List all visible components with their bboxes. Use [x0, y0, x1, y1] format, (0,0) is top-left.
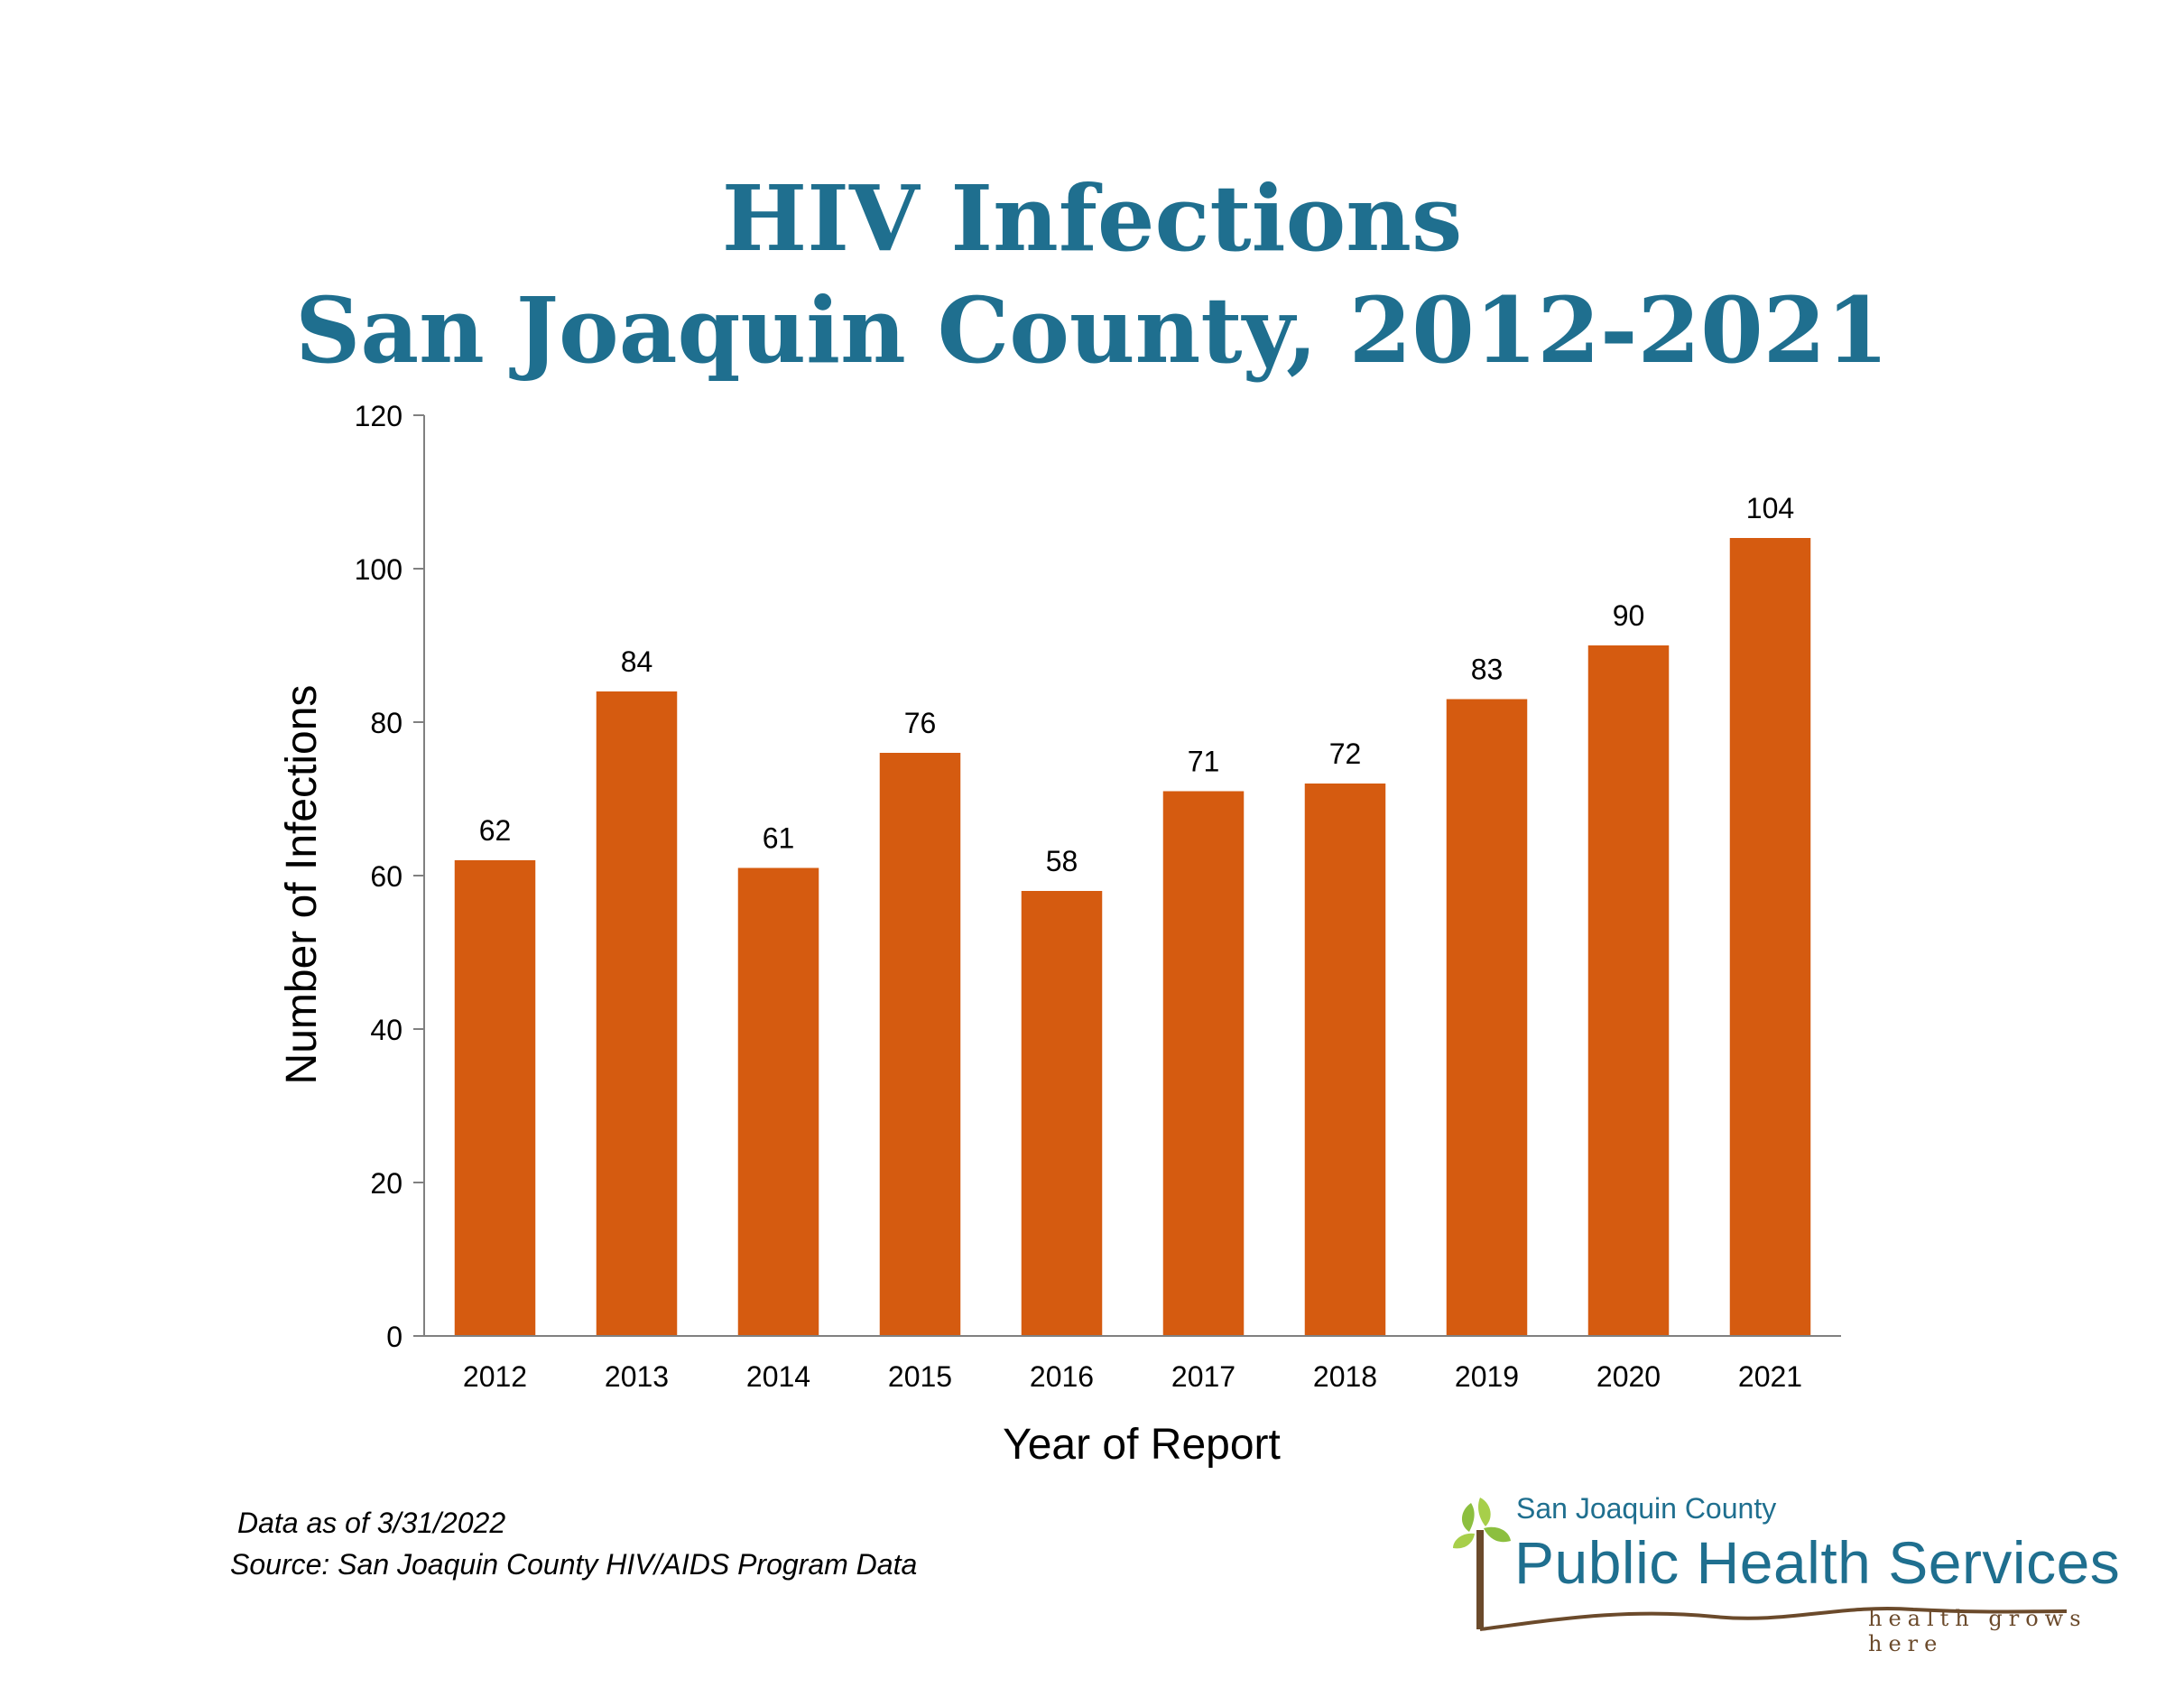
tree-logo-icon — [1453, 1498, 2068, 1631]
x-tick-label: 2012 — [463, 1360, 527, 1393]
bar — [1304, 784, 1386, 1336]
bar-value-label: 71 — [1188, 746, 1220, 778]
y-tick-label: 100 — [355, 553, 403, 586]
bar — [879, 753, 961, 1336]
bar-value-label: 84 — [621, 645, 653, 678]
x-tick-label: 2020 — [1596, 1360, 1661, 1393]
bar-value-label: 72 — [1329, 737, 1362, 770]
logo-tagline: health grows here — [1868, 1606, 2087, 1656]
y-tick-label: 40 — [370, 1014, 403, 1046]
bar-value-label: 62 — [479, 814, 512, 847]
y-tick-label: 0 — [386, 1321, 403, 1353]
data-as-of-note: Data as of 3/31/2022 — [237, 1507, 506, 1539]
bar — [737, 867, 819, 1336]
bar-value-label: 76 — [904, 707, 937, 739]
bar-value-label: 83 — [1471, 654, 1504, 686]
public-health-logo: San Joaquin County Public Health Service… — [1444, 1485, 2166, 1656]
bar — [1446, 699, 1528, 1336]
bar — [596, 691, 678, 1336]
chart-title-line-2: San Joaquin County, 2012-2021 — [295, 277, 1889, 384]
x-tick-label: 2016 — [1030, 1360, 1094, 1393]
bar — [1587, 645, 1670, 1336]
y-axis-label: Number of Infections — [278, 685, 326, 1085]
footnote: Data as of 3/31/2022 Source: San Joaquin… — [230, 1502, 917, 1585]
x-tick-label: 2013 — [605, 1360, 669, 1393]
logo-org-name: San Joaquin County — [1516, 1492, 1777, 1525]
x-tick-label: 2019 — [1455, 1360, 1519, 1393]
source-note: Source: San Joaquin County HIV/AIDS Prog… — [230, 1548, 918, 1581]
x-axis-label: Year of Report — [1003, 1421, 1281, 1469]
y-tick-label: 60 — [370, 860, 403, 893]
bar-value-label: 61 — [763, 822, 795, 855]
bar-value-label: 104 — [1746, 492, 1794, 524]
chart-title-line-1: HIV Infections — [721, 165, 1463, 272]
x-tick-label: 2017 — [1171, 1360, 1235, 1393]
y-tick-label: 80 — [370, 707, 403, 739]
bar — [1021, 891, 1103, 1336]
bar — [454, 860, 536, 1336]
x-axis-ticks: 2012 2013 2014 2015 2016 2017 2018 2019 2020 2021 — [463, 1360, 1802, 1393]
bar — [1729, 538, 1811, 1336]
y-tick-label: 120 — [355, 400, 403, 432]
x-tick-label: 2015 — [888, 1360, 952, 1393]
bars — [454, 538, 1811, 1336]
x-tick-label: 2021 — [1738, 1360, 1802, 1393]
y-tick-label: 20 — [370, 1167, 403, 1200]
bar-value-labels: 62 84 61 76 58 71 72 83 90 104 — [479, 492, 1794, 877]
bar-value-label: 58 — [1046, 845, 1078, 877]
x-tick-label: 2018 — [1313, 1360, 1377, 1393]
bar — [1162, 791, 1245, 1336]
y-axis-ticks: 0 20 40 60 80 100 120 — [355, 400, 424, 1353]
bar-value-label: 90 — [1613, 599, 1645, 632]
logo-service-name: Public Health Services — [1514, 1529, 2121, 1596]
x-tick-label: 2014 — [746, 1360, 810, 1393]
chart-title: HIV Infections San Joaquin County, 2012-… — [0, 162, 2184, 386]
